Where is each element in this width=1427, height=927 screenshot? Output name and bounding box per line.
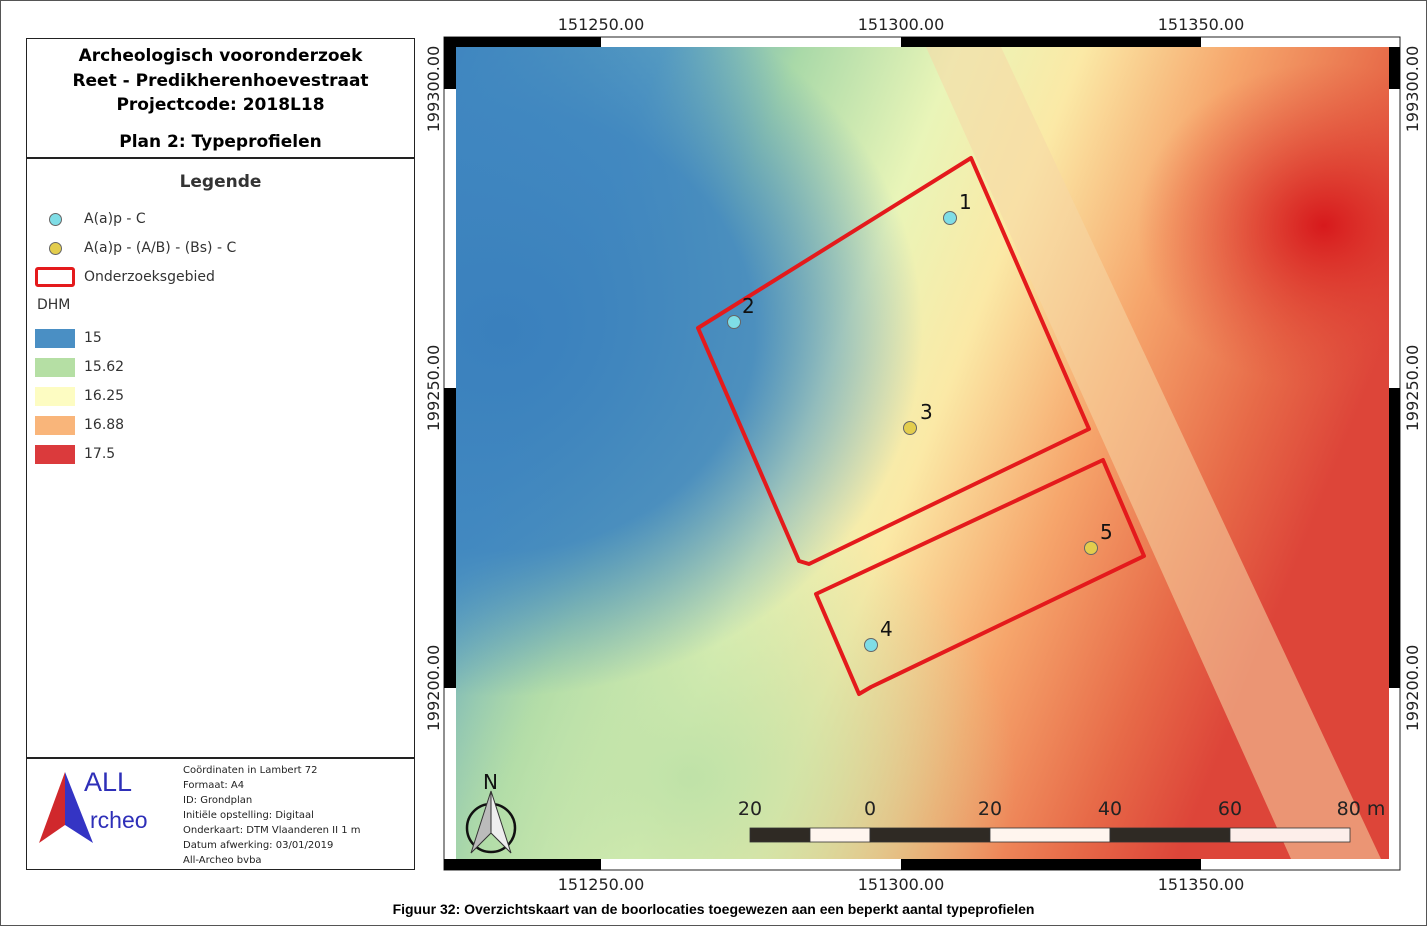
scale-label: 40 [1098, 798, 1122, 820]
study-area-south[interactable] [814, 458, 1146, 696]
y-tick-left: 199250.00 [424, 345, 443, 432]
dhm-item: 15 [35, 328, 102, 348]
info-line: ID: Grondplan [183, 795, 253, 806]
legend-item-aap-c: A(a)p - C [35, 209, 146, 229]
north-arrow-icon: N [465, 770, 517, 854]
title-line-3: Projectcode: 2018L18 [116, 95, 325, 115]
boring-point-3[interactable] [903, 421, 917, 435]
scale-label: 60 [1218, 798, 1242, 820]
y-tick-right: 199250.00 [1403, 345, 1422, 432]
logo-text: ALL [84, 767, 133, 797]
dhm-item: 15.62 [35, 357, 124, 377]
x-tick-bottom: 151250.00 [558, 875, 645, 894]
y-tick-right: 199300.00 [1403, 46, 1422, 133]
legend-item-aap-ab-bs-c: A(a)p - (A/B) - (Bs) - C [35, 238, 236, 258]
legend-label: Onderzoeksgebied [84, 269, 215, 285]
boring-point-1[interactable] [943, 211, 957, 225]
scale-label: 0 [864, 798, 876, 820]
info-line: Datum afwerking: 03/01/2019 [183, 840, 334, 851]
scale-label: 20 [738, 798, 762, 820]
legend-label: 16.88 [84, 417, 125, 433]
y-tick-left: 199200.00 [424, 645, 443, 732]
point-label-1: 1 [959, 190, 972, 214]
dhm-item: 17.5 [35, 444, 115, 464]
footer: ALL rcheo Coördinaten in Lambert 72 Form… [27, 757, 414, 869]
map-frame [444, 37, 1400, 870]
x-tick-bottom: 151300.00 [858, 875, 945, 894]
legend-label: A(a)p - (A/B) - (Bs) - C [84, 240, 237, 256]
legend-label: 16.25 [84, 388, 125, 404]
x-tick-top: 151350.00 [1158, 15, 1245, 34]
cyan-dot-icon [48, 212, 62, 226]
boring-point-2[interactable] [727, 315, 741, 329]
x-tick-top: 151300.00 [858, 15, 945, 34]
point-label-5: 5 [1100, 520, 1113, 544]
info-line: Initiële opstelling: Digitaal [183, 810, 314, 821]
point-label-3: 3 [920, 400, 933, 424]
legend-item-onderzoeksgebied: Onderzoeksgebied [35, 267, 215, 287]
boring-point-5[interactable] [1084, 541, 1098, 555]
legend-label: 15 [84, 330, 102, 346]
title-line-1: Archeologisch vooronderzoek [78, 46, 363, 66]
figure-caption: Figuur 32: Overzichtskaart van de boorlo… [392, 901, 1035, 917]
plan-title: Plan 2: Typeprofielen [119, 131, 322, 152]
title-block: Archeologisch vooronderzoek Reet - Predi… [27, 39, 414, 159]
scale-bar [749, 827, 1351, 843]
side-panel: Archeologisch vooronderzoek Reet - Predi… [26, 38, 415, 870]
study-area-north[interactable] [696, 156, 1091, 566]
legend: Legende A(a)p - C A(a)p - (A/B) - (Bs) -… [27, 159, 414, 759]
boring-point-4[interactable] [864, 638, 878, 652]
yellow-dot-icon [48, 241, 62, 255]
dhm-title: DHM [37, 297, 71, 313]
title-line-2: Reet - Predikherenhoevestraat [72, 70, 369, 91]
svg-text:N: N [483, 770, 498, 794]
y-tick-right: 199200.00 [1403, 645, 1422, 732]
info-line: Onderkaart: DTM Vlaanderen II 1 m [183, 825, 361, 836]
y-tick-left: 199300.00 [424, 46, 443, 133]
legend-label: 17.5 [84, 446, 116, 462]
logo-text: rcheo [90, 807, 148, 833]
dhm-item: 16.88 [35, 415, 124, 435]
scale-label: 20 [978, 798, 1002, 820]
legend-label: A(a)p - C [84, 211, 146, 227]
info-line: Coördinaten in Lambert 72 [183, 765, 318, 776]
map-info: Coördinaten in Lambert 72 Formaat: A4 ID… [183, 763, 361, 868]
point-label-2: 2 [742, 294, 755, 318]
road [926, 47, 1381, 859]
legend-label: 15.62 [84, 359, 125, 375]
info-line: All-Archeo bvba [183, 855, 262, 866]
red-rectangle-icon [35, 267, 75, 287]
legend-heading: Legende [179, 172, 262, 192]
scale-label: 80 m [1337, 798, 1386, 820]
info-line: Formaat: A4 [183, 780, 245, 791]
logo-icon [39, 772, 93, 843]
x-tick-top: 151250.00 [558, 15, 645, 34]
x-tick-bottom: 151350.00 [1158, 875, 1245, 894]
point-label-4: 4 [880, 617, 893, 641]
dhm-item: 16.25 [35, 386, 124, 406]
